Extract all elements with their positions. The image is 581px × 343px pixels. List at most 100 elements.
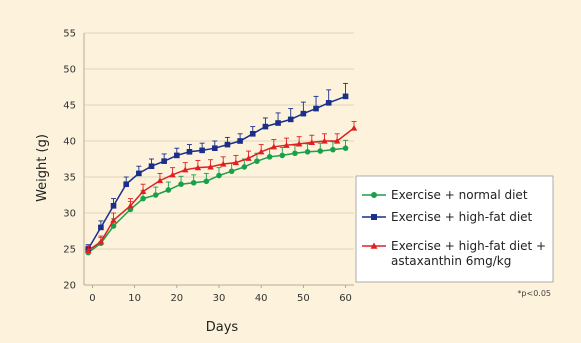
y-tick-label: 40 bbox=[63, 137, 76, 148]
legend-entries: Exercise + normal diet Exercise + high-fa… bbox=[362, 188, 546, 268]
series-line bbox=[87, 95, 346, 250]
data-point bbox=[199, 147, 205, 154]
data-point bbox=[270, 143, 278, 150]
series-line bbox=[87, 147, 346, 254]
data-point bbox=[330, 146, 336, 153]
data-point bbox=[211, 145, 218, 151]
grid-lines bbox=[84, 32, 354, 286]
data-point bbox=[140, 195, 146, 202]
legend-label: Exercise + normal diet bbox=[391, 188, 528, 202]
legend: Exercise + normal diet Exercise + high-fa… bbox=[355, 175, 554, 283]
data-point bbox=[97, 238, 105, 245]
legend-label: astaxanthin 6mg/kg bbox=[391, 254, 511, 268]
data-point bbox=[313, 105, 319, 112]
x-tick-label: 10 bbox=[128, 293, 141, 304]
data-point bbox=[262, 123, 269, 130]
data-point bbox=[139, 188, 147, 194]
data-point bbox=[245, 155, 252, 161]
data-point bbox=[257, 148, 265, 155]
data-point bbox=[237, 138, 243, 144]
legend-box bbox=[355, 175, 554, 283]
data-point bbox=[84, 247, 92, 254]
y-tick-label: 55 bbox=[63, 29, 76, 40]
x-axis-title: Days bbox=[206, 320, 239, 335]
plot-area bbox=[84, 82, 358, 256]
data-point bbox=[228, 168, 235, 175]
data-point bbox=[241, 164, 248, 170]
legend-marker bbox=[371, 214, 377, 220]
y-tick-label: 50 bbox=[63, 65, 76, 76]
x-tick-label: 30 bbox=[213, 293, 226, 304]
data-point bbox=[275, 120, 281, 126]
axes: 20 25 30 35 40 45 50 55 0 10 20 30 40 50 60 bbox=[63, 29, 354, 304]
y-tick-label: 20 bbox=[63, 281, 76, 292]
data-point bbox=[216, 172, 222, 179]
data-point bbox=[165, 187, 172, 193]
data-point bbox=[295, 140, 303, 147]
data-point bbox=[224, 141, 231, 148]
legend-entry-2: Exercise + high-fat diet bbox=[362, 210, 533, 224]
data-point bbox=[350, 124, 358, 131]
legend-marker bbox=[370, 242, 378, 249]
x-tick-label: 50 bbox=[297, 293, 310, 304]
series-1 bbox=[85, 139, 349, 256]
y-tick-label: 45 bbox=[63, 101, 76, 112]
data-point bbox=[232, 159, 240, 166]
data-point bbox=[287, 116, 294, 123]
data-point bbox=[152, 192, 159, 198]
data-point bbox=[127, 202, 134, 209]
data-point bbox=[190, 179, 197, 186]
data-point bbox=[156, 177, 164, 184]
series-2 bbox=[85, 82, 349, 252]
data-point bbox=[325, 100, 332, 106]
data-point bbox=[283, 142, 290, 148]
data-point bbox=[308, 139, 316, 146]
legend-marker bbox=[371, 192, 377, 198]
data-point bbox=[161, 158, 167, 164]
data-point bbox=[98, 224, 104, 231]
y-axis-title: Weight (g) bbox=[35, 134, 50, 202]
y-tick-label: 35 bbox=[63, 173, 76, 184]
data-point bbox=[304, 149, 311, 155]
data-point bbox=[207, 163, 214, 170]
x-tick-label: 20 bbox=[170, 293, 183, 304]
legend-entry-3: Exercise + high-fat diet +astaxanthin 6m… bbox=[362, 239, 546, 268]
legend-label: Exercise + high-fat diet + bbox=[391, 239, 546, 253]
legend-entry-1: Exercise + normal diet bbox=[362, 188, 528, 202]
data-point bbox=[203, 178, 210, 185]
data-point bbox=[317, 148, 324, 154]
data-point bbox=[254, 158, 260, 164]
data-point bbox=[219, 160, 227, 167]
data-point bbox=[174, 152, 180, 159]
data-point bbox=[110, 203, 117, 209]
x-tick-label: 60 bbox=[339, 293, 352, 304]
series-3 bbox=[84, 121, 358, 254]
x-tick-label: 40 bbox=[255, 293, 268, 304]
data-point bbox=[178, 181, 184, 187]
data-point bbox=[148, 163, 155, 169]
y-tick-label: 25 bbox=[63, 245, 76, 256]
data-point bbox=[136, 170, 142, 177]
legend-label: Exercise + high-fat diet bbox=[391, 210, 533, 224]
data-point bbox=[110, 223, 117, 229]
data-point bbox=[292, 150, 298, 157]
data-point bbox=[123, 181, 129, 187]
x-tick-label: 0 bbox=[89, 293, 95, 304]
data-point bbox=[321, 137, 328, 144]
data-point bbox=[342, 145, 349, 151]
significance-note: *p<0.05 bbox=[517, 289, 551, 298]
data-point bbox=[333, 137, 341, 144]
data-point bbox=[182, 166, 189, 173]
data-point bbox=[342, 93, 349, 100]
y-tick-label: 30 bbox=[63, 209, 76, 220]
data-point bbox=[249, 131, 256, 137]
data-point bbox=[194, 164, 202, 171]
data-point bbox=[300, 110, 307, 117]
data-point bbox=[266, 154, 273, 160]
data-point bbox=[279, 152, 286, 159]
data-point bbox=[186, 149, 193, 155]
data-point bbox=[169, 171, 176, 178]
data-point bbox=[110, 216, 117, 223]
